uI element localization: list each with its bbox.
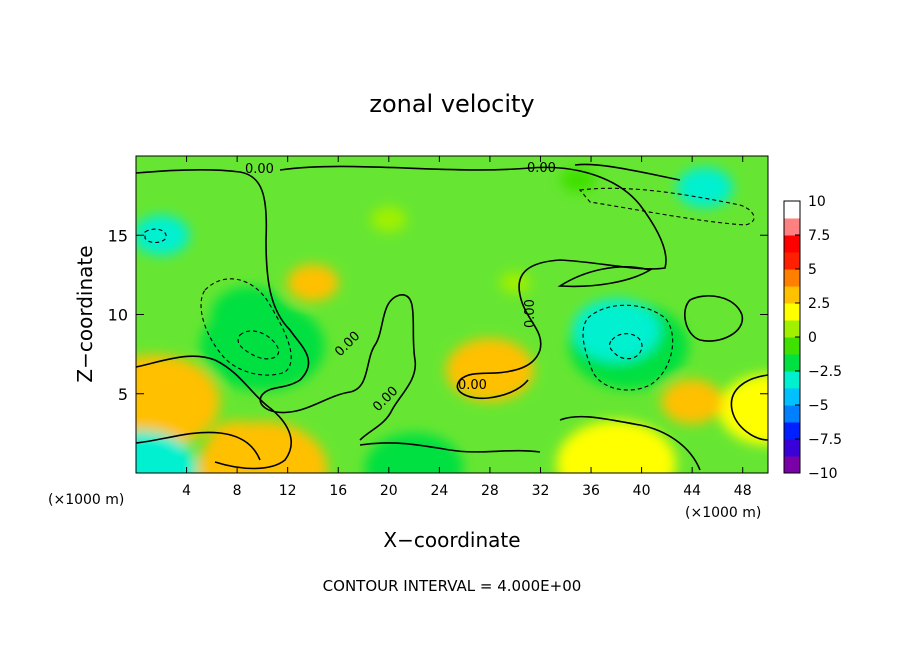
colorbar-segment [784,388,800,406]
x-tick-label: 4 [182,483,191,499]
x-tick-label: 36 [582,483,600,499]
contour-label: 0.00 [245,162,274,177]
zero-contour [559,415,701,471]
x-tick-label: 28 [481,483,499,499]
colorbar-tick-label: 2.5 [808,296,830,312]
negative-contours [144,187,755,391]
colorbar-segment [784,269,800,287]
colorbar-tick-label: −7.5 [808,432,842,448]
colorbar-tick-label: 10 [808,194,826,210]
colorbar-tick-label: −2.5 [808,364,842,380]
heatmap-feature [676,167,734,209]
zero-contour [574,163,681,181]
colorbar: 10 7.5 5 2.5 0 −2.5 −5 −7.5 −10 [783,194,842,482]
contour-lines [136,163,768,471]
zero-contour [456,294,542,400]
zero-contour [279,165,667,296]
y-axis: 5 10 15 [108,226,768,404]
heatmap-feature [445,338,534,402]
heatmap-feature [500,271,531,294]
zero-contour [136,168,417,441]
negative-contour [237,330,280,360]
contour-label: 0.00 [523,299,538,328]
zero-contour [730,374,768,441]
x-tick-label: 48 [734,483,752,499]
zero-contour [557,266,653,288]
colorbar-segment [784,456,800,474]
negative-contour [578,187,755,226]
y-tick-label: 5 [118,385,128,404]
x-tick-label: 20 [380,483,398,499]
heatmap-feature [572,298,661,363]
x-tick-label: 32 [532,483,550,499]
zero-contour [359,442,541,453]
chart-title: zonal velocity [369,90,534,118]
heatmap-feature [136,354,220,449]
heatmap-feature [211,286,289,343]
colorbar-segment [784,337,800,355]
colorbar-tick-label: 5 [808,262,817,278]
y-axis-label: Z−coordinate [73,245,97,382]
y-tick-label: 15 [108,226,128,245]
x-tick-label: 16 [329,483,347,499]
x-tick-label: 24 [430,483,448,499]
colorbar-segment [784,303,800,321]
heatmap-field [136,166,768,473]
colorbar-segment [784,354,800,372]
colorbar-segment [784,235,800,253]
heatmap-feature [718,374,768,446]
colorbar-segment [784,286,800,304]
x-tick-label: 8 [233,483,242,499]
negative-contour [144,228,167,244]
colorbar-segment [784,422,800,440]
colorbar-tick-label: 7.5 [808,228,830,244]
contour-interval-note: CONTOUR INTERVAL = 4.000E+00 [323,577,582,595]
x-axis-unit-right: (×1000 m) [685,505,761,521]
colorbar-segment [784,252,800,270]
x-axis-label: X−coordinate [383,528,520,552]
plot-area: 0.00 0.000.000.000.000.00 [136,156,768,473]
contour-label: 0.00 [527,161,556,176]
heatmap-feature [287,264,339,302]
zero-contour [136,355,292,470]
heatmap-feature [208,420,266,462]
heatmap-feature [661,379,724,424]
colorbar-tick-label: −5 [808,398,829,414]
x-tick-label: 40 [633,483,651,499]
negative-contour [582,304,674,391]
colorbar-segment [784,218,800,236]
colorbar-tick-label: 0 [808,330,817,346]
y-tick-label: 10 [108,306,128,325]
colorbar-segment [784,201,800,219]
heatmap-feature [136,214,190,256]
x-axis-unit-left: (×1000 m) [48,492,124,508]
contour-label: 0.00 [458,378,487,393]
colorbar-tick-label: −10 [808,466,838,482]
x-tick-label: 12 [279,483,297,499]
colorbar-segment [784,371,800,389]
x-tick-label: 44 [683,483,701,499]
colorbar-segment [784,405,800,423]
heatmap-feature [371,206,407,233]
colorbar-segment [784,439,800,457]
zero-contour [684,295,744,342]
zero-contour [136,431,261,461]
heatmap-feature [556,420,677,473]
colorbar-segment [784,320,800,338]
negative-contour [200,278,292,376]
x-axis: 4 8 12 16 20 24 28 32 36 40 44 48 [182,156,752,499]
